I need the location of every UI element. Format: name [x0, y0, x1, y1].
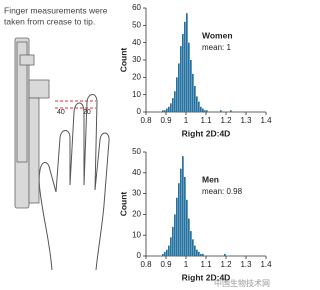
bar: [162, 253, 164, 256]
bar: [168, 245, 170, 256]
y-tick-label: 30: [132, 55, 141, 64]
bar: [166, 249, 168, 256]
bar: [174, 91, 176, 112]
x-tick-label: 1: [184, 260, 189, 269]
x-tick-label: 1.2: [220, 260, 232, 269]
bar: [202, 253, 204, 256]
y-tick-label: 10: [132, 90, 141, 99]
bar: [182, 34, 184, 112]
bar: [186, 13, 188, 113]
bar: [200, 253, 202, 256]
bar: [188, 218, 190, 256]
x-tick-label: 1.1: [200, 260, 212, 269]
bar: [196, 249, 198, 256]
bar: [162, 110, 164, 112]
x-tick-label: 1.4: [260, 260, 272, 269]
bar: [170, 237, 172, 256]
figure: Finger measurements were taken from crea…: [4, 3, 272, 288]
caption-line: Finger measurements were: [4, 5, 108, 15]
y-tick-label: 40: [132, 38, 141, 47]
bar: [164, 251, 166, 256]
y-tick-label: 20: [132, 210, 141, 219]
y-tick-label: 50: [132, 20, 141, 29]
annotation-mean: mean: 0.98: [202, 187, 243, 196]
bar: [180, 46, 182, 113]
bar: [200, 106, 202, 112]
bar: [176, 197, 178, 256]
y-axis-label: Count: [118, 192, 128, 217]
illustration-label: 20: [83, 109, 91, 116]
bar: [230, 110, 232, 112]
bar: [194, 245, 196, 256]
bar: [190, 231, 192, 256]
bar: [168, 106, 170, 112]
bar: [220, 110, 222, 112]
bar: [172, 98, 174, 112]
x-tick-label: 0.8: [140, 260, 152, 269]
y-tick-label: 40: [132, 168, 141, 177]
y-axis-label: Count: [118, 48, 128, 73]
x-tick-label: 0.9: [160, 260, 172, 269]
annotation-mean: mean: 1: [202, 43, 231, 52]
y-tick-label: 0: [137, 251, 142, 260]
bar: [190, 60, 192, 112]
bar: [178, 63, 180, 112]
hand-illustration: [14, 37, 110, 271]
bar: [184, 21, 186, 112]
bar: [178, 183, 180, 256]
bar: [166, 108, 168, 112]
annotation: Women: [202, 30, 233, 40]
x-tick-label: 1.1: [200, 116, 212, 125]
y-tick-label: 10: [132, 230, 141, 239]
x-axis-label: Right 2D:4D: [182, 272, 231, 282]
illustration-label: 40: [57, 109, 65, 116]
y-tick-label: 20: [132, 72, 141, 81]
bar: [172, 226, 174, 256]
bar: [194, 86, 196, 112]
bar: [188, 42, 190, 112]
y-tick-label: 30: [132, 189, 141, 198]
bar: [198, 101, 200, 112]
bar: [184, 176, 186, 256]
caption-line: taken from crease to tip.: [4, 16, 95, 26]
bar: [196, 96, 198, 112]
bar: [202, 108, 204, 112]
bar: [192, 73, 194, 112]
bar: [198, 251, 200, 256]
bar: [164, 110, 166, 112]
y-tick-label: 50: [132, 147, 141, 156]
bar: [224, 253, 226, 256]
bar: [180, 168, 182, 256]
x-tick-label: 0.8: [140, 116, 152, 125]
y-tick-label: 0: [137, 107, 142, 116]
bar: [192, 239, 194, 256]
x-tick-label: 1.3: [240, 116, 252, 125]
bar: [176, 77, 178, 112]
x-tick-label: 1.3: [240, 260, 252, 269]
x-tick-label: 1: [184, 116, 189, 125]
bar: [206, 110, 208, 112]
bar: [174, 214, 176, 256]
bar: [170, 103, 172, 112]
y-tick-label: 60: [132, 3, 141, 12]
bar: [182, 156, 184, 256]
x-tick-label: 0.9: [160, 116, 172, 125]
x-axis-label: Right 2D:4D: [182, 128, 231, 138]
x-tick-label: 1.4: [260, 116, 272, 125]
x-tick-label: 1.2: [220, 116, 232, 125]
bar: [186, 199, 188, 256]
annotation: Men: [202, 174, 219, 184]
watermark: 中国生物技术网: [214, 278, 270, 288]
bar: [204, 110, 206, 112]
